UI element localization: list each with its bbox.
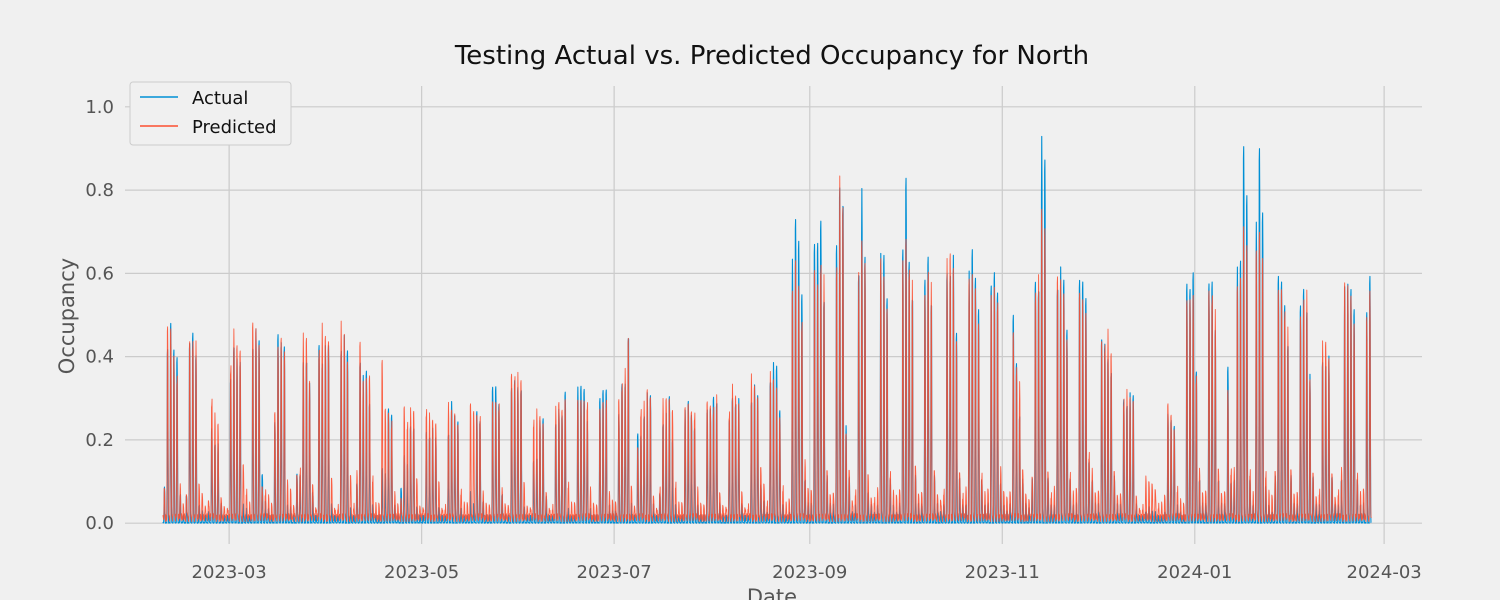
y-tick-label: 0.2 <box>85 430 114 451</box>
y-tick-label: 0.8 <box>85 180 114 201</box>
x-tick-label: 2023-11 <box>965 562 1040 583</box>
x-tick-labels: 2023-03 2023-05 2023-07 2023-09 2023-11 2024-… <box>192 562 1422 583</box>
y-axis-label: Occupancy <box>55 258 79 374</box>
legend-label-actual: Actual <box>192 88 248 109</box>
x-tick-label: 2024-03 <box>1347 562 1422 583</box>
y-tick-label: 0.0 <box>85 513 114 534</box>
y-tick-label: 0.6 <box>85 263 114 284</box>
legend: Actual Predicted <box>129 81 292 146</box>
legend-label-predicted: Predicted <box>192 117 277 138</box>
series-layer <box>162 135 1372 524</box>
series-line-predicted <box>162 175 1372 522</box>
x-tick-label: 2023-05 <box>384 562 459 583</box>
y-tick-labels: 0.0 0.2 0.4 0.6 0.8 1.0 <box>85 97 114 534</box>
x-axis-label: Date <box>747 585 797 600</box>
x-tick-label: 2024-01 <box>1157 562 1232 583</box>
y-tick-label: 0.4 <box>85 347 114 368</box>
x-tick-label: 2023-07 <box>577 562 652 583</box>
y-tick-label: 1.0 <box>85 97 114 118</box>
chart-title: Testing Actual vs. Predicted Occupancy f… <box>454 41 1089 71</box>
x-tick-label: 2023-09 <box>772 562 847 583</box>
x-tick-label: 2023-03 <box>192 562 267 583</box>
